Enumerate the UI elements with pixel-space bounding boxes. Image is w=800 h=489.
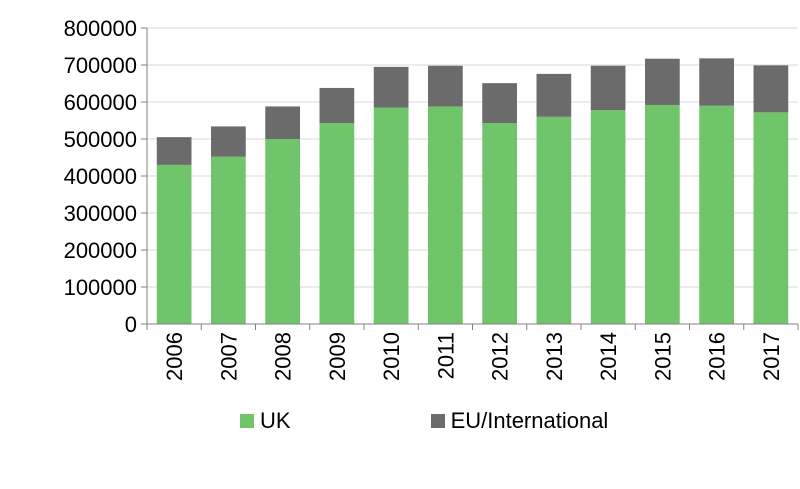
y-tick-label: 300000: [64, 201, 137, 226]
bar-uk-2013: [536, 116, 572, 324]
bar-eu-international-2009: [319, 87, 355, 124]
x-tick-label: 2011: [433, 332, 458, 379]
legend: UK EU/International: [240, 408, 748, 434]
y-tick-label: 0: [125, 312, 137, 337]
x-tick-label: 2017: [759, 332, 784, 381]
x-tick-label: 2010: [379, 332, 404, 381]
y-tick-label: 500000: [64, 127, 137, 152]
bar-uk-2011: [428, 106, 463, 324]
y-tick-label: 700000: [64, 53, 137, 78]
y-tick-label: 200000: [64, 238, 137, 263]
bar-uk-2012: [482, 123, 517, 324]
bar-eu-international-2015: [645, 58, 680, 105]
legend-item-eu-international: EU/International: [430, 408, 609, 434]
bar-uk-2008: [265, 139, 300, 324]
bar-eu-international-2010: [373, 66, 409, 108]
y-tick-labels: 0 100000 200000 300000 400000 500000 600000 700…: [64, 16, 137, 337]
x-tick-label: 2016: [705, 332, 730, 381]
bar-eu-international-2007: [211, 126, 246, 157]
bar-uk-2010: [373, 107, 409, 324]
x-tick-label: 2013: [542, 332, 567, 381]
legend-swatch-uk: [240, 414, 254, 428]
bar-uk-2009: [319, 123, 355, 324]
bar-eu-international-2017: [753, 65, 789, 113]
bar-eu-international-2016: [699, 58, 734, 106]
legend-label-eu-international: EU/International: [450, 408, 609, 433]
bar-eu-international-2008: [265, 106, 300, 139]
legend-item-uk: UK: [240, 408, 291, 434]
y-tick-label: 800000: [64, 16, 137, 41]
bar-uk-2016: [699, 105, 734, 324]
bar-uk-2006: [156, 164, 192, 324]
bar-uk-2014: [590, 110, 626, 324]
y-tick-label: 100000: [64, 275, 137, 300]
legend-label-uk: UK: [260, 408, 291, 433]
bar-uk-2015: [645, 104, 680, 325]
x-tick-labels: 2006 2007 2008 2009 2010 2011 2012 2013 2014 2015…: [162, 332, 784, 381]
bar-uk-2007: [211, 156, 246, 324]
x-tick-label: 2012: [488, 332, 513, 381]
x-tick-label: 2009: [325, 332, 350, 381]
bar-uk-2017: [753, 112, 789, 324]
bar-eu-international-2014: [590, 65, 626, 111]
x-tick-label: 2006: [162, 332, 187, 381]
axes: [141, 27, 799, 330]
bars: [156, 58, 789, 325]
x-tick-label: 2014: [596, 332, 621, 381]
bar-eu-international-2013: [536, 73, 572, 117]
x-tick-label: 2008: [271, 332, 296, 381]
bar-eu-international-2006: [156, 137, 192, 165]
legend-swatch-eu-international: [430, 414, 445, 428]
bar-eu-international-2012: [482, 83, 517, 124]
y-tick-label: 400000: [64, 164, 137, 189]
x-tick-label: 2007: [216, 332, 241, 381]
gridlines: [147, 27, 798, 288]
x-tick-label: 2015: [650, 332, 675, 381]
bar-eu-international-2011: [428, 65, 463, 107]
y-tick-label: 600000: [64, 90, 137, 115]
